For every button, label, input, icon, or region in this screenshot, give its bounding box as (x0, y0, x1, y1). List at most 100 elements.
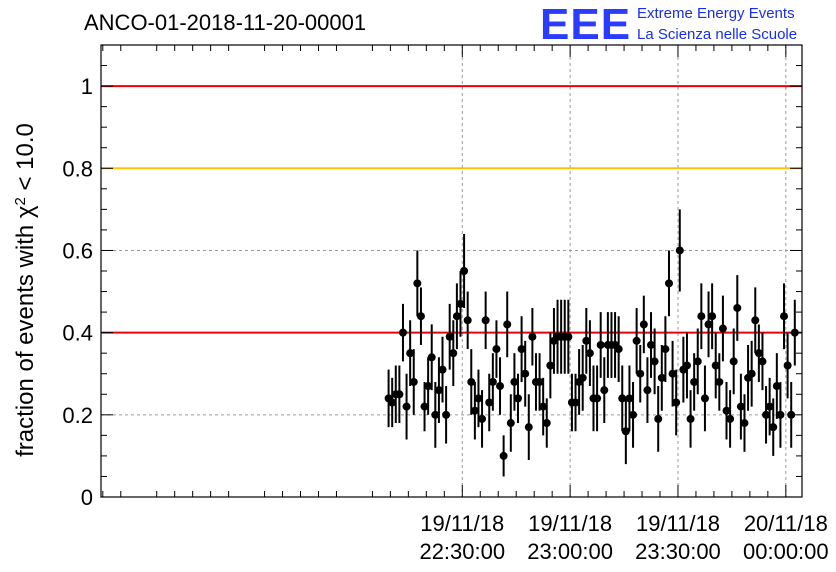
data-point (456, 299, 465, 308)
data-point (733, 303, 742, 312)
data-point (546, 361, 555, 370)
data-point (524, 423, 533, 432)
data-point (481, 316, 490, 325)
x-tick-time: 22:30:00 (419, 539, 505, 564)
data-point (654, 414, 663, 423)
data-point (747, 369, 756, 378)
data-point (657, 373, 666, 382)
data-point (582, 336, 591, 345)
data-point (503, 320, 512, 329)
data-point (478, 414, 487, 423)
data-point (496, 382, 505, 391)
data-point (715, 377, 724, 386)
data-point (528, 332, 537, 341)
data-point (395, 390, 404, 399)
y-tick-label: 0.2 (62, 403, 93, 428)
data-point (539, 402, 548, 411)
data-point (600, 386, 609, 395)
data-point (672, 398, 681, 407)
data-point (463, 316, 472, 325)
chart-title: ANCO-01-2018-11-20-00001 (84, 10, 366, 35)
data-point (388, 398, 397, 407)
data-point (718, 324, 727, 333)
logo-line-2: La Scienza nelle Scuole (637, 26, 797, 43)
data-point (492, 345, 501, 354)
y-tick-label: 0 (81, 485, 93, 510)
x-tick-date: 19/11/18 (528, 511, 612, 536)
data-point (470, 406, 479, 415)
x-tick-time: 23:00:00 (527, 539, 613, 564)
data-point (535, 377, 544, 386)
data-point (449, 349, 458, 358)
x-tick-date: 20/11/18 (744, 511, 828, 536)
data-point (596, 340, 605, 349)
plot-frame (100, 44, 803, 498)
y-tick-label: 0.8 (62, 156, 93, 181)
data-point (409, 377, 418, 386)
data-point (647, 340, 656, 349)
data-point (736, 402, 745, 411)
data-point (406, 349, 415, 358)
y-label-suffix: < 10.0 (12, 123, 39, 197)
data-point (402, 402, 411, 411)
data-point (650, 357, 659, 366)
y-axis-label: fraction of events with χ2 < 10.0 (12, 123, 40, 457)
data-point (474, 394, 483, 403)
data-point (460, 267, 469, 275)
data-point (780, 312, 789, 321)
x-tick-date: 19/11/18 (636, 511, 720, 536)
data-point (625, 394, 634, 403)
axis-ticks (101, 45, 802, 498)
data-point (636, 369, 645, 378)
data-point (564, 332, 573, 341)
data-point (776, 410, 785, 419)
data-point (442, 410, 451, 419)
y-label-prefix: fraction of events with (12, 218, 39, 457)
error-bars (387, 209, 796, 477)
data-point (682, 361, 691, 370)
data-point (438, 365, 447, 374)
data-point (726, 414, 735, 423)
data-point (585, 349, 594, 358)
data-point (593, 394, 602, 403)
logo-mark: EEE (540, 0, 631, 49)
data-point (517, 345, 526, 354)
data-point (398, 328, 407, 337)
data-point (704, 320, 713, 329)
data-point (431, 410, 440, 419)
y-label-chi: χ (12, 205, 39, 218)
data-point (542, 419, 551, 428)
data-point (758, 357, 767, 366)
data-point (485, 398, 494, 407)
data-point (621, 427, 630, 436)
x-tick-date: 19/11/18 (420, 511, 504, 536)
y-tick-label: 1 (81, 74, 93, 99)
data-point (632, 336, 641, 345)
data-point (711, 361, 720, 370)
data-point (754, 349, 763, 358)
data-point (445, 332, 454, 341)
data-point (765, 402, 774, 411)
data-point (664, 279, 673, 288)
data-point (783, 361, 792, 370)
y-tick-label: 0.4 (62, 321, 93, 346)
data-point (643, 386, 652, 395)
data-point (420, 402, 429, 411)
data-point (521, 369, 530, 378)
data-point (434, 386, 443, 395)
data-point (514, 394, 523, 403)
data-point (499, 451, 508, 460)
data-point (751, 316, 760, 325)
data-point (488, 377, 497, 386)
y-tick-label: 0.6 (62, 238, 93, 263)
data-point (416, 312, 425, 321)
data-point (693, 357, 702, 366)
data-point (697, 312, 706, 321)
data-point (639, 320, 648, 329)
data-point (614, 345, 623, 354)
data-point (686, 414, 695, 423)
data-point (722, 406, 731, 415)
data-point (467, 377, 476, 386)
data-point (424, 382, 433, 391)
